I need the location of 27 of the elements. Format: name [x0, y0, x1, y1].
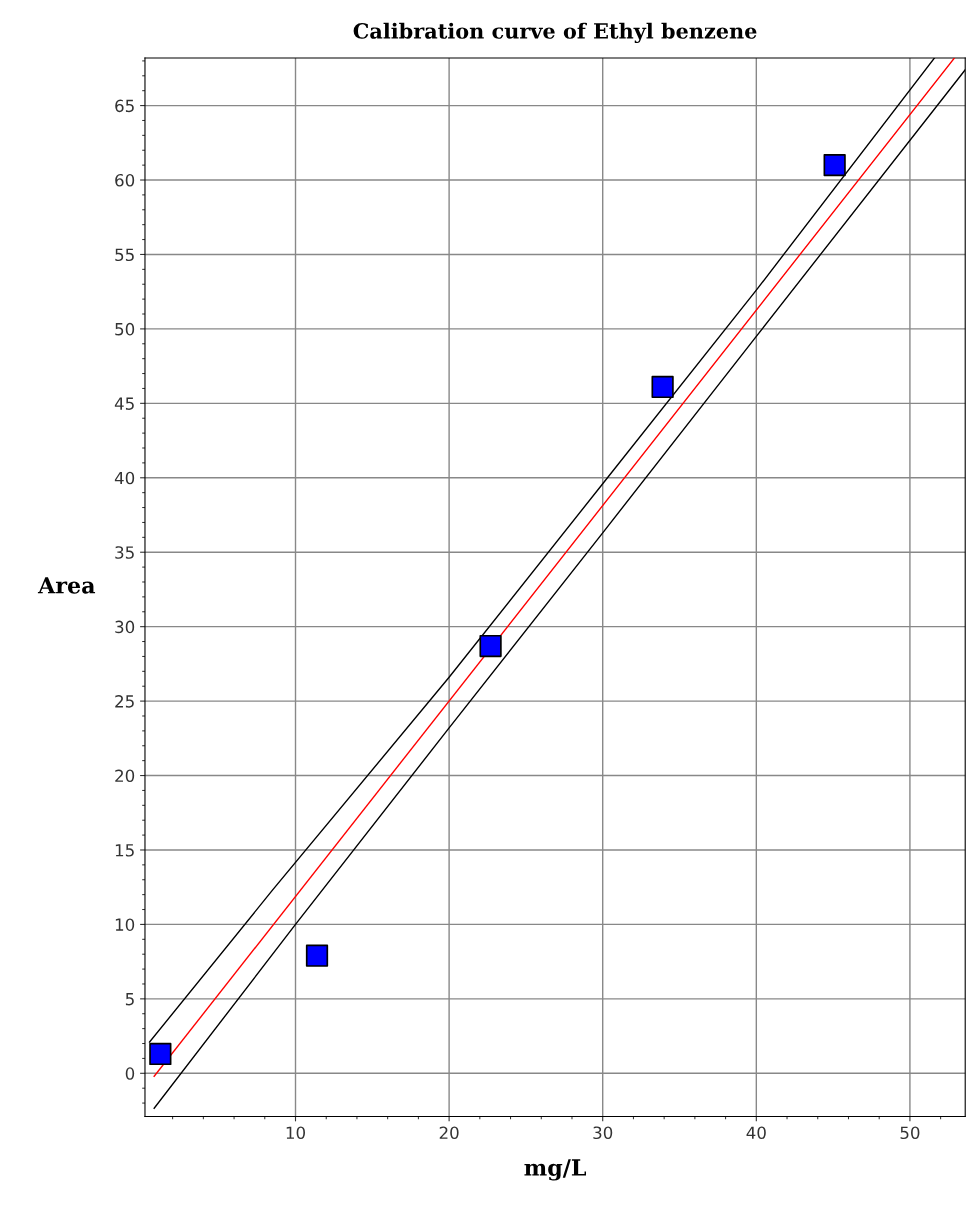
y-tick-label: 35	[115, 546, 134, 559]
y-tick-label: 55	[115, 248, 134, 262]
y-tick-label: 20	[115, 769, 135, 783]
y-tick-label: 5	[125, 993, 134, 1006]
point	[823, 153, 846, 177]
y-tick-label: 30	[115, 620, 135, 634]
x-tick-label: 50	[900, 1126, 920, 1140]
y-tick-label: 25	[115, 695, 134, 708]
point	[149, 1042, 172, 1066]
y-tick-label: 65	[115, 99, 134, 113]
point	[305, 944, 329, 967]
y-axis-title: Area	[37, 577, 96, 594]
y-tick-label: 10	[115, 918, 135, 931]
y-tick-label: 50	[115, 322, 135, 336]
x-tick-label: 40	[746, 1126, 766, 1140]
point	[479, 634, 502, 658]
point	[651, 375, 674, 399]
chart-title: Calibration curve of Ethyl benzene	[353, 22, 757, 44]
x-tick-label: 10	[286, 1126, 305, 1140]
y-tick-label: 15	[115, 844, 134, 857]
y-tick-label: 60	[115, 173, 135, 187]
y-tick-label: 40	[114, 471, 135, 485]
y-tick-label: 0	[125, 1067, 135, 1080]
x-axis-title: mg/L	[524, 1159, 586, 1181]
y-tick-label: 45	[114, 397, 134, 410]
x-tick-label: 30	[593, 1126, 613, 1140]
x-tick-label: 20	[439, 1126, 459, 1140]
